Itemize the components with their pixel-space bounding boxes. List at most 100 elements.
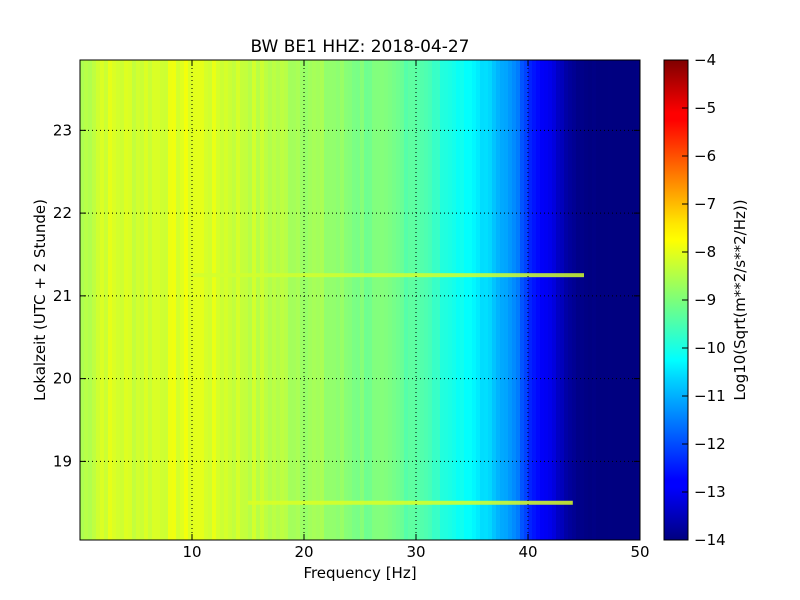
spectrogram-column <box>508 60 513 540</box>
spectrogram-column <box>152 60 157 540</box>
spectrogram-column <box>552 60 557 540</box>
spectrogram-column <box>168 60 173 540</box>
x-tick-label: 50 <box>630 543 649 561</box>
spectrogram-column <box>80 60 85 540</box>
spectrogram-column <box>276 60 281 540</box>
spectrogram-column <box>500 60 505 540</box>
spectrogram-column <box>416 60 421 540</box>
spectrogram-column <box>260 60 265 540</box>
spectrogram-column <box>360 60 365 540</box>
spectrogram-column <box>184 60 189 540</box>
spectrogram-column <box>564 60 569 540</box>
spectrogram-column <box>204 60 209 540</box>
spectrogram-column <box>220 60 225 540</box>
y-tick-label: 23 <box>53 121 72 139</box>
spectrogram-column <box>492 60 497 540</box>
spectrogram-column <box>592 60 597 540</box>
y-tick-label: 20 <box>53 370 72 388</box>
spectrogram-column <box>484 60 489 540</box>
spectrogram-column <box>440 60 445 540</box>
spectrogram-column <box>124 60 129 540</box>
spectrogram-column <box>616 60 621 540</box>
spectrogram-column <box>292 60 297 540</box>
spectrogram-column <box>580 60 585 540</box>
spectrogram-column <box>164 60 169 540</box>
spectrogram-column <box>560 60 565 540</box>
colorbar-tick-label: −11 <box>694 387 726 405</box>
spectrogram-column <box>396 60 401 540</box>
spectrogram-column <box>512 60 517 540</box>
spectrogram-column <box>596 60 601 540</box>
spectrogram-column <box>436 60 441 540</box>
spectrogram-column <box>368 60 373 540</box>
colorbar-tick-label: −7 <box>694 195 716 213</box>
grid-lines <box>80 60 640 540</box>
spectrogram-column <box>112 60 117 540</box>
spectrogram-column <box>188 60 193 540</box>
spectrogram-column <box>336 60 341 540</box>
colorbar-tick-label: −4 <box>694 51 716 69</box>
spectrogram-column <box>464 60 469 540</box>
chart-title: BW BE1 HHZ: 2018-04-27 <box>250 37 469 57</box>
spectrogram-column <box>372 60 377 540</box>
spectrogram-column <box>516 60 521 540</box>
spectrogram-column <box>128 60 133 540</box>
x-tick-label: 30 <box>406 543 425 561</box>
x-tick-label: 20 <box>294 543 313 561</box>
spectrogram-column <box>116 60 121 540</box>
spectrogram-column <box>144 60 149 540</box>
x-axis-label: Frequency [Hz] <box>303 564 416 582</box>
spectrogram-column <box>84 60 89 540</box>
spectrogram-column <box>540 60 545 540</box>
spectrogram-column <box>148 60 153 540</box>
spectrogram-column <box>244 60 249 540</box>
spectrogram-column <box>340 60 345 540</box>
spectrogram-column <box>232 60 237 540</box>
spectrogram-column <box>588 60 593 540</box>
colorbar-tick-label: −12 <box>694 435 726 453</box>
spectrogram-column <box>344 60 349 540</box>
spectrogram-column <box>568 60 573 540</box>
spectrogram-column <box>196 60 201 540</box>
spectrogram-column <box>268 60 273 540</box>
colorbar-tick-label: −5 <box>694 99 716 117</box>
spectrogram-column <box>352 60 357 540</box>
spectrogram-column <box>424 60 429 540</box>
spectrogram-column <box>376 60 381 540</box>
spectrogram-column <box>448 60 453 540</box>
spectrogram-streak <box>192 273 584 278</box>
spectrogram-column <box>256 60 261 540</box>
spectrogram-column <box>496 60 501 540</box>
spectrogram-column <box>192 60 197 540</box>
spectrogram-column <box>160 60 165 540</box>
y-axis: 19 20 21 22 23 <box>53 121 640 470</box>
spectrogram-column <box>264 60 269 540</box>
spectrogram-column <box>180 60 185 540</box>
spectrogram-column <box>524 60 529 540</box>
spectrogram-column <box>472 60 477 540</box>
spectrogram-column <box>272 60 277 540</box>
spectrogram-column <box>604 60 609 540</box>
colorbar-tick-label: −13 <box>694 483 726 501</box>
spectrogram-column <box>120 60 125 540</box>
spectrogram-column <box>364 60 369 540</box>
spectrogram-columns <box>80 60 640 540</box>
spectrogram-column <box>600 60 605 540</box>
spectrogram-column <box>400 60 405 540</box>
plot-frame <box>79 59 641 541</box>
spectrogram-streak <box>248 500 573 505</box>
spectrogram-column <box>532 60 537 540</box>
colorbar-tick-label: −14 <box>694 531 726 549</box>
spectrogram-column <box>452 60 457 540</box>
spectrogram-column <box>404 60 409 540</box>
y-tick-label: 19 <box>53 452 72 470</box>
spectrogram-column <box>620 60 625 540</box>
spectrogram-column <box>468 60 473 540</box>
spectrogram-column <box>548 60 553 540</box>
spectrogram-column <box>556 60 561 540</box>
spectrogram-column <box>528 60 533 540</box>
spectrogram-column <box>432 60 437 540</box>
spectrogram-column <box>356 60 361 540</box>
spectrogram-column <box>572 60 577 540</box>
